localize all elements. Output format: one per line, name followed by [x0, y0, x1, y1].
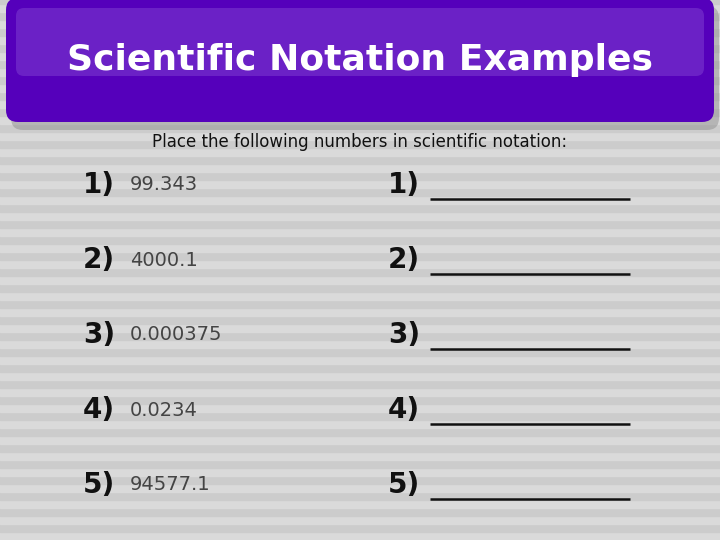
Bar [0, 60, 720, 68]
Bar [0, 388, 720, 396]
Bar [0, 428, 720, 436]
Text: Place the following numbers in scientific notation:: Place the following numbers in scientifi… [153, 133, 567, 151]
Bar [0, 36, 720, 44]
Bar [0, 244, 720, 252]
Bar [0, 180, 720, 188]
Bar [0, 348, 720, 356]
Text: 0.000375: 0.000375 [130, 326, 222, 345]
Text: 5): 5) [83, 471, 115, 499]
Bar [0, 324, 720, 332]
Text: 3): 3) [83, 321, 115, 349]
Bar [0, 372, 720, 380]
Bar [0, 452, 720, 460]
Bar [0, 412, 720, 420]
Text: 94577.1: 94577.1 [130, 476, 211, 495]
Text: 1): 1) [388, 171, 420, 199]
Text: 5): 5) [388, 471, 420, 499]
Text: 2): 2) [388, 246, 420, 274]
Bar [0, 116, 720, 124]
Bar [0, 148, 720, 156]
Bar [0, 316, 720, 324]
Bar [0, 396, 720, 404]
Text: 1): 1) [83, 171, 115, 199]
Bar [0, 172, 720, 180]
Text: 4000.1: 4000.1 [130, 251, 198, 269]
Bar [0, 468, 720, 476]
Bar [0, 188, 720, 196]
Text: 3): 3) [388, 321, 420, 349]
Text: 2): 2) [83, 246, 115, 274]
Bar [0, 484, 720, 492]
Bar [0, 204, 720, 212]
Bar [0, 436, 720, 444]
Bar [0, 524, 720, 532]
Bar [0, 100, 720, 108]
Bar [0, 492, 720, 500]
Text: 99.343: 99.343 [130, 176, 198, 194]
Text: 4): 4) [83, 396, 115, 424]
Bar [0, 140, 720, 148]
Bar [0, 132, 720, 140]
Bar [0, 28, 720, 36]
Bar [0, 236, 720, 244]
Bar [0, 212, 720, 220]
FancyBboxPatch shape [16, 8, 704, 76]
Bar [0, 108, 720, 116]
Bar [0, 164, 720, 172]
Bar [0, 4, 720, 12]
Bar [0, 308, 720, 316]
Bar [0, 500, 720, 508]
Bar [0, 364, 720, 372]
Bar [0, 444, 720, 452]
FancyBboxPatch shape [11, 6, 719, 130]
Bar [0, 0, 720, 4]
Bar [0, 420, 720, 428]
Bar [0, 92, 720, 100]
Bar [0, 260, 720, 268]
Bar [0, 404, 720, 412]
Bar [0, 220, 720, 228]
Bar [0, 20, 720, 28]
Bar [0, 124, 720, 132]
Bar [0, 476, 720, 484]
Bar [0, 76, 720, 84]
Bar [0, 156, 720, 164]
Bar [0, 196, 720, 204]
Bar [0, 52, 720, 60]
Bar [0, 300, 720, 308]
Bar [0, 228, 720, 236]
Bar [0, 380, 720, 388]
FancyBboxPatch shape [6, 0, 714, 122]
Bar [0, 292, 720, 300]
Bar [0, 68, 720, 76]
Bar [0, 284, 720, 292]
Text: 4): 4) [388, 396, 420, 424]
Bar [0, 340, 720, 348]
Bar [0, 12, 720, 20]
Bar [0, 84, 720, 92]
Bar [0, 356, 720, 364]
Bar [0, 516, 720, 524]
Bar [0, 460, 720, 468]
Bar [0, 508, 720, 516]
Text: 0.0234: 0.0234 [130, 401, 198, 420]
Text: Scientific Notation Examples: Scientific Notation Examples [67, 43, 653, 77]
Bar [0, 268, 720, 276]
Bar [0, 332, 720, 340]
Bar [0, 44, 720, 52]
Bar [0, 532, 720, 540]
Bar [0, 276, 720, 284]
Bar [0, 252, 720, 260]
